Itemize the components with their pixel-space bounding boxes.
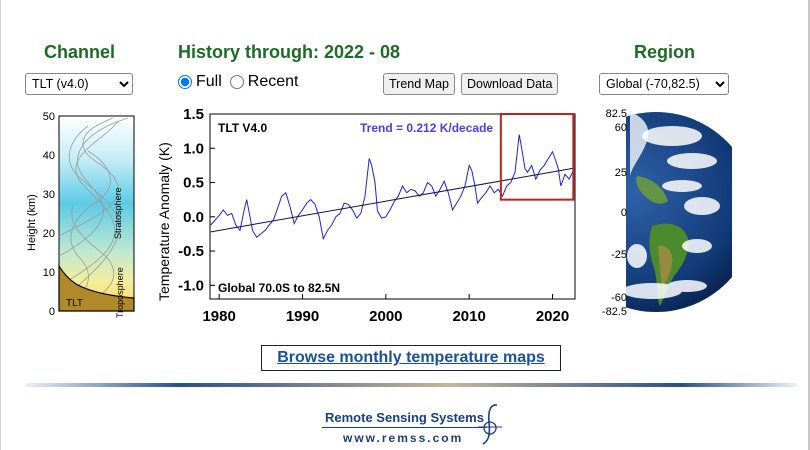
trend-line: [210, 167, 575, 233]
x-tick-labels: 1980 1990 2000 2010 2020: [202, 308, 569, 325]
radio-full-label: Full: [196, 73, 222, 90]
height-tick: 30: [43, 189, 55, 201]
region-select[interactable]: Global (-70,82.5): [599, 73, 729, 95]
y-tick-label: -1.0: [178, 277, 204, 294]
trend-label: Trend = 0.212 K/decade: [360, 121, 493, 135]
page-right-border: [808, 0, 810, 450]
chart-title: TLT V4.0: [218, 121, 267, 135]
andes-terrain: [658, 245, 673, 291]
y-tick-label: 1.5: [183, 108, 204, 123]
height-tick: 0: [49, 306, 55, 318]
central-america-land: [636, 176, 668, 204]
y-axis-label: Temperature Anomaly (K): [156, 142, 172, 301]
cloud-cover: [626, 126, 720, 299]
channel-select[interactable]: TLT (v4.0): [25, 73, 133, 95]
history-range-radios: Full Recent: [178, 72, 306, 92]
x-tick-label: 2020: [536, 308, 569, 325]
company-name: Remote Sensing Systems: [325, 410, 484, 425]
y-tick-labels: 1.5 1.0 0.5 0.0 -0.5 -1.0: [178, 108, 204, 294]
latitude-labels: 82.5 60 25 0 -25 -60 -82.5: [602, 108, 627, 318]
troposphere-label: Troposphere: [115, 267, 125, 318]
x-tick-label: 1990: [286, 308, 319, 325]
y-tick-label: -0.5: [178, 243, 204, 260]
radio-full-input[interactable]: [178, 75, 192, 89]
weighting-curves: [58, 117, 129, 311]
y-tick-label: 1.0: [183, 140, 204, 157]
x-tick-label: 2000: [369, 308, 402, 325]
lat-label: 25: [615, 167, 627, 179]
trend-map-button[interactable]: Trend Map: [383, 73, 455, 95]
plot-area: [209, 113, 576, 300]
channel-heading: Channel: [44, 42, 116, 62]
browse-maps-link[interactable]: Browse monthly temperature maps: [261, 345, 561, 371]
temperature-anomaly-chart[interactable]: 1.5 1.0 0.5 0.0 -0.5 -1.0 1980 1990 2000 2010 202…: [150, 108, 590, 336]
footer-divider: [25, 383, 797, 387]
axis-ticks: [210, 113, 553, 299]
region-globe[interactable]: 82.5 60 25 0 -25 -60 -82.5: [592, 106, 732, 321]
tlt-weighting-function: [58, 263, 135, 312]
y-tick-label: 0.0: [183, 209, 204, 226]
height-tick: 20: [43, 228, 55, 240]
lat-label: 82.5: [606, 108, 627, 120]
lat-label: -60: [611, 292, 627, 304]
height-tick: 50: [43, 111, 55, 123]
lat-label: 0: [621, 207, 627, 219]
download-data-button[interactable]: Download Data: [461, 73, 559, 95]
x-tick-label: 1980: [202, 308, 235, 325]
history-heading: History through: 2022 - 08: [178, 42, 401, 62]
x-tick-label: 2010: [452, 308, 485, 325]
lat-label: 60: [615, 122, 627, 134]
anomaly-series-line: [210, 134, 575, 241]
recent-highlight-box: [499, 113, 575, 201]
radio-full[interactable]: Full: [178, 73, 222, 91]
greenland-ice: [630, 112, 649, 176]
lat-label: -82.5: [602, 306, 627, 318]
company-url[interactable]: www.remss.com: [343, 431, 464, 445]
height-tick: 40: [43, 150, 55, 162]
lat-label: -25: [611, 249, 627, 261]
height-tick: 10: [43, 267, 55, 279]
region-heading: Region: [634, 42, 695, 62]
radio-recent-input[interactable]: [229, 75, 244, 89]
tlt-label: TLT: [66, 298, 83, 309]
radio-recent[interactable]: Recent: [229, 73, 299, 91]
height-ticks: 50 40 30 20 10 0: [43, 111, 55, 318]
rss-logo-icon: [478, 404, 502, 445]
region-label: Global 70.0S to 82.5N: [218, 281, 340, 295]
y-tick-label: 0.5: [183, 175, 204, 192]
channel-weighting-diagram[interactable]: TLT Troposphere Stratosphere 50 40 30 20…: [18, 106, 143, 321]
logo-underline: [322, 427, 487, 428]
height-axis-label: Height (km): [26, 194, 38, 251]
page-left-border: [0, 0, 1, 450]
globe-visible-band: [626, 112, 732, 312]
stratosphere-label: Stratosphere: [113, 187, 123, 239]
radio-recent-label: Recent: [247, 73, 299, 90]
